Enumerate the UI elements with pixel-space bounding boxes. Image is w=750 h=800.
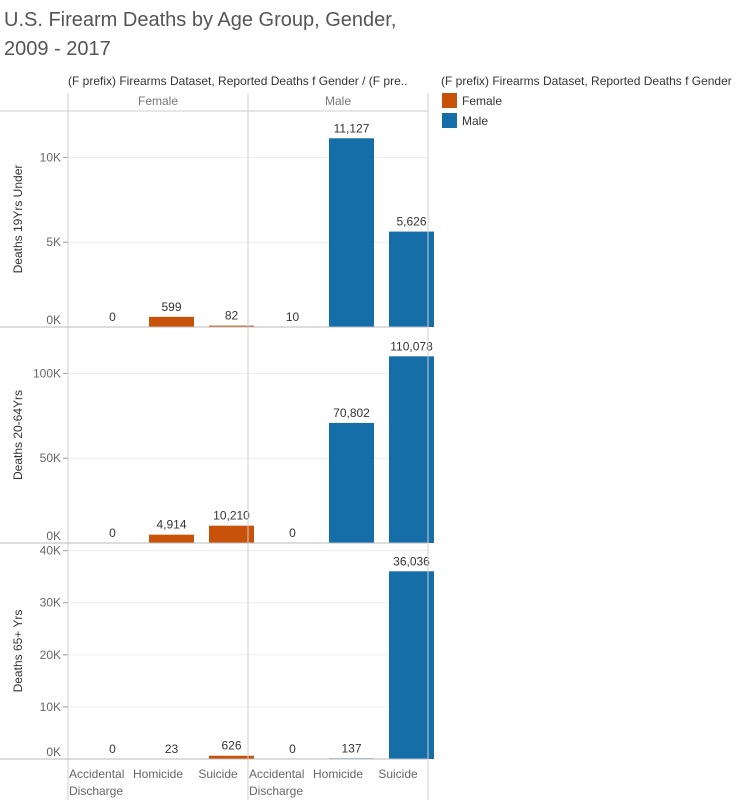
bar-male-1	[329, 422, 374, 543]
legend-swatch-male	[442, 113, 457, 128]
data-label: 0	[289, 526, 296, 540]
row-label: Deaths 65+ Yrs	[11, 610, 25, 693]
legend-item-female[interactable]: Female	[442, 93, 502, 109]
data-label: 0	[109, 742, 116, 756]
category-label: Accidental	[249, 767, 304, 781]
category-label: Suicide	[378, 767, 418, 781]
legend-label-male: Male	[462, 114, 489, 128]
y-tick-label: 100K	[33, 366, 61, 380]
legend-swatch-female	[442, 93, 457, 108]
category-label: Accidental	[69, 767, 124, 781]
data-label: 0	[109, 310, 116, 324]
y-tick-label: 40K	[40, 544, 61, 558]
data-label: 137	[341, 741, 361, 755]
data-label: 599	[161, 300, 181, 314]
data-label: 23	[165, 742, 179, 756]
data-label: 10,210	[213, 509, 250, 523]
data-label: 10	[286, 310, 300, 324]
bar-male-1	[329, 138, 374, 327]
y-tick-label: 30K	[40, 596, 61, 610]
gender-header-female: Female	[138, 94, 178, 108]
y-tick-label: 0K	[46, 313, 61, 327]
bar-female-2	[209, 755, 254, 759]
row-label: Deaths 19Yrs Under	[11, 165, 25, 274]
bar-male-2	[389, 356, 434, 543]
y-tick-label: 10K	[40, 700, 61, 714]
y-tick-label: 0K	[46, 529, 61, 543]
y-tick-label: 10K	[40, 150, 61, 164]
bar-female-1	[149, 534, 194, 543]
category-label: Suicide	[198, 767, 238, 781]
y-tick-label: 5K	[46, 235, 61, 249]
gender-header-male: Male	[325, 94, 351, 108]
bar-female-2	[209, 525, 254, 543]
data-label: 0	[289, 742, 296, 756]
data-label: 82	[225, 309, 239, 323]
data-label: 36,036	[393, 554, 430, 568]
column-header: (F prefix) Firearms Dataset, Reported De…	[68, 74, 408, 88]
data-label: 70,802	[333, 406, 370, 420]
data-label: 5,626	[396, 215, 426, 229]
bar-female-2	[209, 325, 254, 327]
legend-item-male[interactable]: Male	[442, 113, 488, 129]
data-label: 4,914	[156, 518, 186, 532]
bar-male-2	[389, 231, 434, 327]
category-label: Homicide	[313, 767, 363, 781]
data-label: 626	[221, 739, 241, 753]
data-label: 0	[109, 526, 116, 540]
category-label: Discharge	[69, 784, 123, 798]
data-label: 110,078	[390, 339, 433, 353]
data-label: 11,127	[334, 121, 370, 135]
legend-label-female: Female	[462, 94, 503, 108]
bar-female-1	[149, 316, 194, 327]
y-tick-label: 0K	[46, 745, 61, 759]
row-label: Deaths 20-64Yrs	[11, 390, 25, 480]
y-tick-label: 50K	[40, 451, 61, 465]
legend-title: (F prefix) Firearms Dataset, Reported De…	[441, 74, 732, 88]
category-label: Discharge	[249, 784, 303, 798]
chart-title: U.S. Firearm Deaths by Age Group, Gender…	[4, 9, 397, 60]
bar-male-2	[389, 571, 434, 759]
y-tick-label: 20K	[40, 648, 61, 662]
category-label: Homicide	[133, 767, 183, 781]
